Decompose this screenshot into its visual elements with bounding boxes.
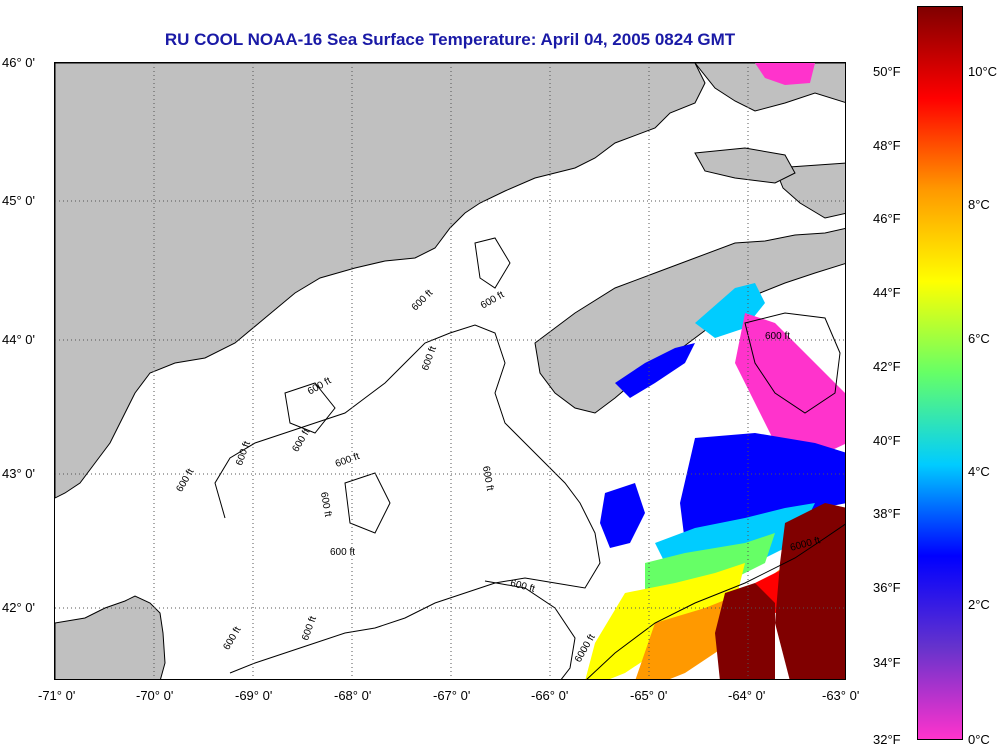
colorbar-f-label: 46°F <box>873 211 901 226</box>
sst-pink-north <box>755 63 815 85</box>
colorbar-f-label: 36°F <box>873 580 901 595</box>
sst-blue-coastal <box>615 343 695 398</box>
colorbar-c-label: 10°C <box>968 64 998 79</box>
contour-label: 600 ft <box>765 331 791 342</box>
temperature-colorbar <box>917 6 963 740</box>
latitude-label-44: 44° 0' <box>2 332 35 347</box>
sst-blue-patch-west <box>600 483 645 548</box>
sst-pink-mid <box>735 313 845 458</box>
latitude-label-46: 46° 0' <box>2 55 35 70</box>
latitude-label-43: 43° 0' <box>2 466 35 481</box>
colorbar-f-label: 44°F <box>873 285 901 300</box>
map-canvas <box>55 63 845 679</box>
latitude-label-45: 45° 0' <box>2 193 35 208</box>
colorbar-c-label: 2°C <box>968 597 990 612</box>
colorbar-f-label: 50°F <box>873 64 901 79</box>
contour-inner-1 <box>284 382 336 434</box>
sst-map: 600 ft 600 ft 600 ft 600 ft 600 ft 600 f… <box>54 62 846 680</box>
contour-600ft-georges <box>484 580 576 679</box>
longitude-label: -69° 0' <box>235 688 273 703</box>
longitude-label: -70° 0' <box>136 688 174 703</box>
longitude-label: -66° 0' <box>531 688 569 703</box>
colorbar-f-label: 48°F <box>873 138 901 153</box>
colorbar-c-label: 4°C <box>968 464 990 479</box>
contour-inner-2 <box>344 472 391 534</box>
colorbar-f-label: 38°F <box>873 506 901 521</box>
longitude-label: -68° 0' <box>334 688 372 703</box>
longitude-label: -67° 0' <box>433 688 471 703</box>
land-nova-scotia <box>534 227 845 414</box>
land-maine-new-brunswick <box>55 63 706 499</box>
map-title: RU COOL NOAA-16 Sea Surface Temperature:… <box>164 30 736 49</box>
colorbar-c-label: 6°C <box>968 331 990 346</box>
colorbar-c-label: 0°C <box>968 732 990 747</box>
longitude-label: -65° 0' <box>630 688 668 703</box>
land-cape-cod <box>55 595 166 679</box>
contour-600ft-gulf <box>214 324 601 674</box>
latitude-label-42: 42° 0' <box>2 600 35 615</box>
land-pei-edge <box>774 162 845 219</box>
contour-6000ft <box>586 523 845 679</box>
colorbar-f-label: 32°F <box>873 732 901 747</box>
land-minas-peninsula <box>694 147 796 184</box>
contour-ne-bank <box>744 312 841 414</box>
longitude-label: -64° 0' <box>728 688 766 703</box>
sst-darkred-a <box>715 583 775 679</box>
contour-label: 600 ft <box>330 547 356 558</box>
longitude-label: -63° 0' <box>822 688 860 703</box>
colorbar-c-label: 8°C <box>968 197 990 212</box>
colorbar-f-label: 42°F <box>873 359 901 374</box>
colorbar-f-label: 34°F <box>873 655 901 670</box>
longitude-label: -71° 0' <box>38 688 76 703</box>
sst-blue-main <box>680 433 845 543</box>
sst-darkred-b <box>775 503 845 679</box>
colorbar-f-label: 40°F <box>873 433 901 448</box>
contour-inner-3 <box>474 237 511 289</box>
